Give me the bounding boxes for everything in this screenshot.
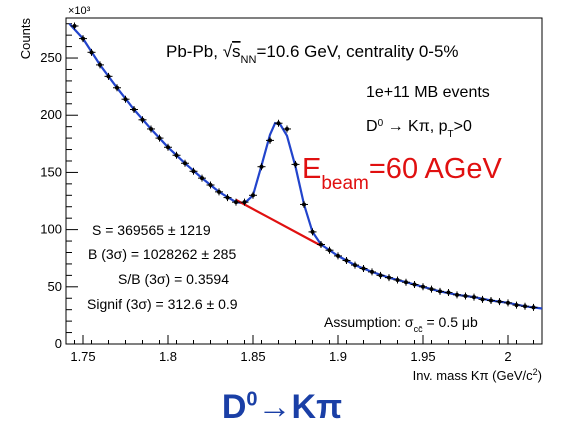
x-tick-label: 1.75 [70, 349, 95, 364]
x-axis-label-exp: 2 [533, 367, 538, 377]
data-point [410, 281, 419, 289]
data-point [249, 191, 257, 199]
bottom-title-main: D [221, 388, 247, 426]
x-tick-label: 1.8 [159, 349, 177, 364]
data-point [334, 252, 342, 260]
data-point [453, 291, 461, 299]
x-tick-label: 1.85 [240, 349, 265, 364]
data-point [240, 198, 249, 206]
y-tick-label: 200 [40, 107, 62, 122]
data-point [147, 125, 155, 133]
x-tick-label: 1.9 [329, 349, 347, 364]
decay-annotation: D0 → Kπ, pT>0 [366, 118, 472, 140]
data-point [266, 136, 274, 144]
data-point [283, 125, 291, 133]
bottom-title-rest: →Kπ [257, 388, 343, 426]
y-tick-label: 50 [48, 279, 62, 294]
y-axis-ticks: 0 50 100 150 200 250 [40, 23, 78, 351]
data-point [164, 143, 172, 151]
data-point [96, 61, 104, 69]
data-point [436, 287, 444, 295]
sb-stat: S/B (3σ) = 0.3594 [118, 271, 229, 287]
data-point [206, 181, 215, 189]
data-point [87, 48, 96, 56]
data-point [155, 134, 164, 142]
x-axis-ticks: 1.75 1.8 1.85 1.9 1.95 2 [70, 335, 534, 364]
data-point [138, 116, 147, 124]
data-point [487, 297, 495, 305]
data-point [325, 246, 334, 254]
data-points [70, 22, 538, 311]
data-point [495, 298, 504, 306]
data-point [257, 163, 266, 171]
x-tick-label: 2 [504, 349, 511, 364]
background-stat: B (3σ) = 1028262 ± 285 [88, 246, 236, 262]
beam-energy-annotation: Ebeam=60 AGeV [302, 153, 503, 194]
data-point [121, 95, 130, 103]
data-point [478, 295, 487, 303]
data-point [419, 283, 427, 291]
data-point [70, 22, 79, 30]
data-point [444, 289, 453, 297]
y-tick-label: 250 [40, 50, 62, 65]
y-tick-label: 100 [40, 222, 62, 237]
data-point [189, 167, 198, 175]
data-point [172, 151, 181, 159]
bottom-title-sup: 0 [246, 388, 258, 411]
mass-spectrum-chart: 1.75 1.8 1.85 1.9 1.95 2 0 50 100 150 200 250 ×10³… [18, 5, 543, 383]
data-point [376, 271, 385, 279]
y-tick-label: 150 [40, 164, 62, 179]
data-point [79, 35, 87, 43]
data-point [402, 278, 410, 286]
signal-stat: S = 369565 ± 1219 [92, 222, 211, 238]
x-axis-label-main: Inv. mass Kπ (GeV/c [413, 368, 533, 383]
data-point [223, 194, 232, 202]
data-point [113, 84, 121, 92]
data-point [300, 200, 308, 208]
events-annotation: 1e+11 MB events [366, 84, 490, 101]
data-point [274, 119, 283, 127]
y-tick-label: 0 [55, 336, 62, 351]
data-point [512, 301, 521, 309]
data-point [427, 285, 436, 293]
signif-stat: Signif (3σ) = 312.6 ± 0.9 [87, 296, 238, 312]
data-point [181, 159, 189, 167]
data-point [470, 293, 478, 301]
plot-frame [65, 17, 543, 345]
bottom-title: D0→Kπ [0, 388, 564, 427]
data-point [359, 265, 368, 273]
data-point [368, 268, 376, 276]
x-axis-label: Inv. mass Kπ (GeV/c2) [413, 367, 542, 383]
data-point [215, 188, 223, 196]
data-point [198, 174, 206, 182]
background-fit-line [235, 198, 322, 247]
y-axis-label: Counts [18, 18, 33, 60]
assumption-annotation: Assumption: σcc̄ = 0.5 μb [324, 314, 478, 334]
y-multiplier: ×10³ [68, 5, 91, 17]
data-point [130, 106, 138, 114]
system-annotation: Pb-Pb, √sNN=10.6 GeV, centrality 0-5% [166, 42, 459, 66]
data-point [521, 302, 529, 310]
data-point [232, 198, 240, 206]
data-point [291, 160, 300, 168]
data-point [342, 256, 351, 264]
data-point [393, 276, 402, 284]
x-axis-label-close: ) [538, 368, 542, 383]
x-tick-label: 1.95 [410, 349, 435, 364]
data-point [351, 261, 359, 269]
data-point [504, 299, 512, 307]
data-point [308, 228, 317, 236]
data-point [317, 240, 325, 248]
data-point [104, 72, 113, 80]
data-point [461, 292, 470, 300]
data-point [529, 303, 538, 311]
data-point [385, 274, 393, 282]
